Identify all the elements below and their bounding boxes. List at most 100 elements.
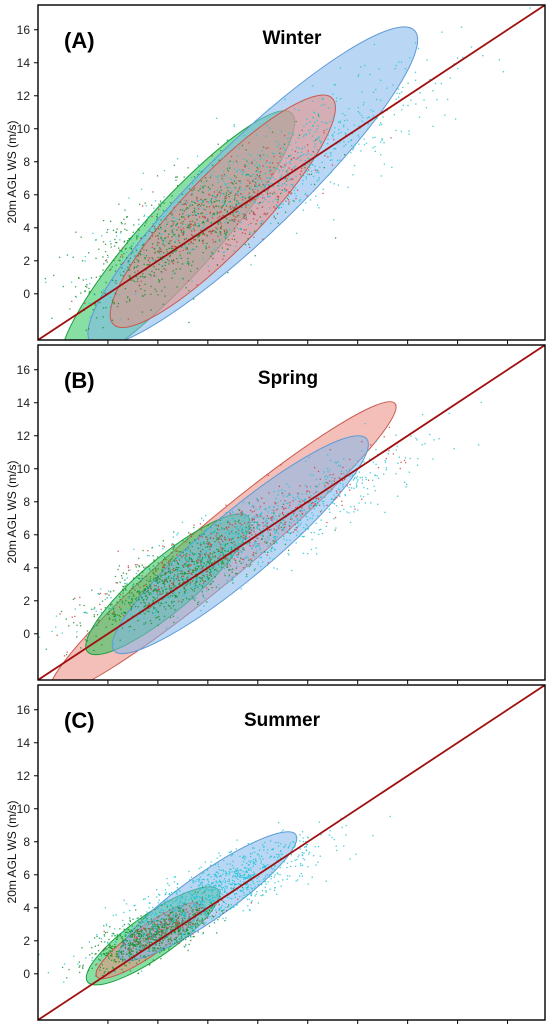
scatter-point bbox=[182, 581, 185, 584]
scatter-point bbox=[252, 545, 254, 547]
scatter-point bbox=[256, 525, 258, 528]
scatter-point bbox=[156, 925, 158, 927]
scatter-point bbox=[362, 496, 365, 498]
scatter-point bbox=[148, 923, 150, 925]
scatter-point bbox=[166, 210, 168, 212]
scatter-point bbox=[274, 192, 277, 195]
scatter-point bbox=[109, 591, 112, 593]
scatter-point bbox=[336, 492, 338, 494]
scatter-point bbox=[201, 534, 203, 537]
scatter-point bbox=[237, 535, 240, 537]
scatter-point bbox=[262, 528, 265, 530]
scatter-point bbox=[252, 200, 255, 202]
scatter-point bbox=[395, 473, 397, 475]
scatter-point bbox=[71, 300, 73, 303]
scatter-point bbox=[132, 929, 134, 931]
scatter-point bbox=[208, 910, 211, 912]
scatter-point bbox=[193, 201, 195, 204]
scatter-point bbox=[287, 141, 290, 143]
scatter-point bbox=[306, 154, 308, 156]
scatter-point bbox=[372, 137, 374, 139]
scatter-point bbox=[171, 542, 174, 545]
scatter-point bbox=[174, 594, 176, 596]
scatter-point bbox=[192, 914, 194, 916]
scatter-point bbox=[305, 133, 307, 135]
scatter-point bbox=[190, 564, 192, 566]
scatter-point bbox=[244, 197, 246, 200]
scatter-point bbox=[111, 607, 113, 609]
scatter-point bbox=[207, 578, 210, 581]
scatter-point bbox=[200, 565, 202, 567]
scatter-point bbox=[182, 233, 184, 235]
scatter-point bbox=[395, 449, 397, 451]
scatter-point bbox=[358, 502, 360, 504]
scatter-point bbox=[243, 215, 246, 217]
scatter-point bbox=[147, 216, 149, 218]
scatter-point bbox=[259, 547, 261, 549]
scatter-point bbox=[186, 552, 188, 555]
scatter-point bbox=[243, 566, 245, 569]
scatter-point bbox=[120, 952, 123, 954]
scatter-point bbox=[219, 195, 221, 197]
scatter-point bbox=[121, 956, 124, 958]
scatter-point bbox=[207, 562, 209, 564]
scatter-point bbox=[305, 523, 307, 525]
scatter-point bbox=[296, 519, 298, 521]
scatter-point bbox=[334, 498, 336, 500]
scatter-point bbox=[160, 219, 162, 221]
scatter-point bbox=[258, 201, 261, 204]
scatter-point bbox=[152, 569, 154, 571]
scatter-point bbox=[316, 504, 318, 507]
scatter-point bbox=[190, 214, 192, 216]
scatter-point bbox=[226, 543, 228, 546]
scatter-point bbox=[137, 265, 139, 267]
scatter-point bbox=[169, 254, 171, 257]
scatter-point bbox=[222, 258, 224, 260]
scatter-point bbox=[175, 235, 177, 238]
scatter-point bbox=[104, 292, 106, 294]
scatter-point bbox=[242, 501, 245, 504]
scatter-point bbox=[168, 597, 170, 599]
scatter-point bbox=[242, 558, 245, 561]
scatter-point bbox=[245, 895, 247, 898]
scatter-point bbox=[194, 554, 196, 556]
scatter-point bbox=[370, 444, 372, 446]
scatter-point bbox=[108, 946, 110, 949]
scatter-point bbox=[279, 537, 281, 539]
scatter-point bbox=[264, 541, 266, 543]
scatter-point bbox=[315, 131, 317, 133]
scatter-point bbox=[149, 578, 151, 580]
scatter-point bbox=[287, 137, 289, 140]
scatter-point bbox=[152, 225, 154, 227]
scatter-point bbox=[68, 625, 70, 627]
scatter-point bbox=[139, 594, 141, 596]
scatter-point bbox=[216, 176, 218, 178]
scatter-point bbox=[126, 216, 128, 218]
scatter-point bbox=[226, 579, 228, 582]
scatter-point bbox=[154, 607, 156, 609]
scatter-point bbox=[104, 948, 106, 950]
scatter-point bbox=[133, 267, 135, 269]
scatter-point bbox=[202, 221, 205, 223]
scatter-point bbox=[217, 550, 220, 553]
scatter-point bbox=[113, 303, 115, 305]
scatter-point bbox=[122, 572, 124, 574]
scatter-point bbox=[188, 598, 190, 600]
scatter-point bbox=[196, 909, 198, 912]
scatter-point bbox=[169, 575, 171, 577]
scatter-point bbox=[143, 932, 145, 935]
scatter-point bbox=[222, 200, 224, 202]
scatter-point bbox=[227, 167, 229, 169]
scatter-point bbox=[215, 205, 218, 207]
scatter-point bbox=[334, 83, 336, 86]
scatter-point bbox=[201, 233, 204, 235]
scatter-point bbox=[66, 254, 69, 256]
scatter-point bbox=[171, 261, 173, 263]
scatter-point bbox=[107, 256, 109, 259]
scatter-point bbox=[398, 61, 400, 63]
scatter-point bbox=[113, 643, 115, 645]
scatter-point bbox=[171, 911, 173, 913]
scatter-point bbox=[145, 914, 147, 916]
scatter-point bbox=[217, 179, 220, 181]
